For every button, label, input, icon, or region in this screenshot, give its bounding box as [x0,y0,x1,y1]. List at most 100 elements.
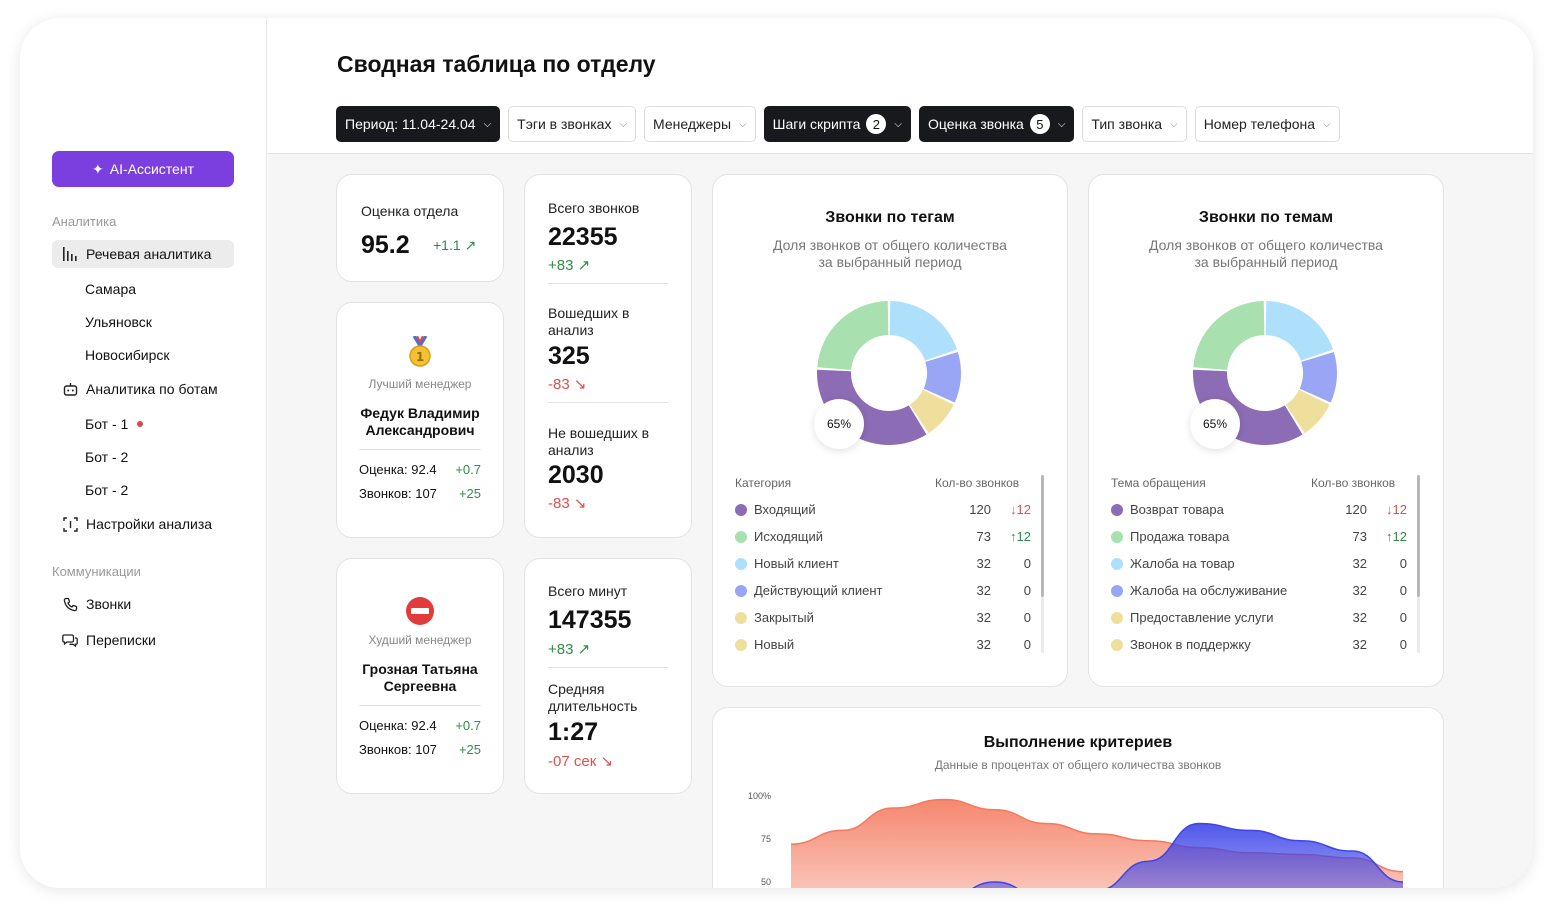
ai-assistant-label: AI-Ассистент [109,161,194,177]
donut-slice-5[interactable] [1285,389,1330,434]
legend-row[interactable]: Действующий клиент 32 0 [735,577,1031,604]
legend-count: 32 [976,556,991,571]
header-divider [267,153,1533,154]
sidebar-item-label: Речевая аналитика [86,246,212,262]
not-in-analysis-label: Не вошедших в анализ [548,425,650,458]
filter-period[interactable]: Период: 11.04-24.04 ⌵ [336,106,501,142]
sidebar-item-analysis-settings[interactable]: Настройки анализа [52,510,234,538]
sidebar-item-novosibirsk[interactable]: Новосибирск [85,347,170,363]
legend-row[interactable]: Возврат товара 120 ↓12 [1111,496,1407,523]
delta-text: +83 [548,641,574,658]
legend-name: Звонок в поддержку [1130,637,1251,652]
divider [548,402,668,403]
legend-row[interactable]: Закрытый 32 0 [735,604,1031,631]
legend-delta: 0 [1023,637,1031,652]
sidebar-item-label: Переписки [86,632,156,648]
total-minutes-delta: +83 ↗ [548,640,590,658]
delta-text: -83 [548,376,570,393]
total-minutes-value: 147355 [548,606,632,634]
svg-text:1: 1 [416,350,424,364]
notification-dot [137,421,144,427]
chevron-down-icon: ⌵ [483,118,492,130]
legend-dot [735,503,747,516]
filter-label: Номер телефона [1203,116,1316,132]
app-window: ✦ AI-Ассистент Аналитика Речевая аналити… [20,18,1533,888]
chart-subtitle: Данные в процентах от общего количества … [934,758,1222,772]
sidebar-item-bot-2b[interactable]: Бот - 2 [85,482,129,498]
legend-row[interactable]: Новый клиент 32 0 [735,550,1031,577]
legend-name: Возврат товара [1130,502,1224,517]
dept-rating-label: Оценка отдела [361,203,459,219]
sidebar-item-ulyanovsk[interactable]: Ульяновск [85,314,152,330]
filter-call-rating[interactable]: Оценка звонка 5 ⌵ [919,106,1075,142]
legend-count: 73 [1352,529,1367,544]
avg-duration-delta: -07 сек ↘ [548,752,613,770]
total-calls-label: Всего звонков [548,200,640,216]
legend-row[interactable]: Входящий 120 ↓12 [735,496,1031,523]
scrollbar-thumb[interactable] [1417,475,1420,597]
legend-dot [735,638,747,651]
worst-manager-label: Худший менеджер [368,633,472,647]
legend-name: Жалоба на обслуживание [1130,583,1288,598]
sidebar-item-calls[interactable]: Звонки [52,590,234,618]
filter-phone[interactable]: Номер телефона ⌵ [1194,106,1340,142]
chevron-down-icon: ⌵ [739,118,747,130]
sidebar-item-label: Настройки анализа [86,516,213,532]
rating-delta: +0.7 [455,718,481,733]
legend-row[interactable]: Жалоба на товар 32 0 [1111,550,1407,577]
sidebar-item-speech-analytics[interactable]: Речевая аналитика [52,240,234,268]
filter-call-type[interactable]: Тип звонка ⌵ [1082,106,1187,142]
donut-slice-3[interactable] [1265,301,1334,361]
subtitle-line: Доля звонков от общего количества [1149,237,1383,253]
rating-delta: +0.7 [455,462,481,477]
bar-chart-icon [62,246,78,262]
donut-slice-4[interactable] [1299,351,1337,403]
sidebar-item-bot-2[interactable]: Бот - 2 [85,449,129,465]
donut-slice-2[interactable] [817,301,889,370]
chart-title: Выполнение критериев [983,734,1173,751]
chevron-down-icon: ⌵ [1057,118,1066,130]
legend-name: Действующий клиент [754,583,883,598]
criteria-area-chart: 100% 75 50 [748,791,1404,888]
trend-down-icon: ↘ [573,376,587,393]
minutes-stats-card: Всего минут 147355 +83 ↗ Средняя длитель… [524,558,692,794]
chevron-down-icon: ⌵ [894,118,903,130]
legend-row[interactable]: Жалоба на обслуживание 32 0 [1111,577,1407,604]
sidebar-item-bot-1[interactable]: Бот - 1 [85,416,144,432]
sidebar-item-chats[interactable]: Переписки [52,626,234,654]
legend-row[interactable]: Исходящий 73 ↑12 [735,523,1031,550]
legend-dot [1111,557,1123,570]
legend-row[interactable]: Новый 32 0 [735,631,1031,658]
legend-dot [735,584,747,597]
legend-name: Новый [754,637,795,652]
donut-slice-2[interactable] [1193,301,1265,370]
legend-row[interactable]: Продажа товара 73 ↑12 [1111,523,1407,550]
filter-tags[interactable]: Тэги в звонках ⌵ [508,106,637,142]
total-calls-delta: +83 ↗ [548,256,590,274]
legend-count: 32 [1352,583,1367,598]
legend-row[interactable]: Предоставление услуги 32 0 [1111,604,1407,631]
area-series-2 [973,823,1403,888]
legend-count: 32 [976,610,991,625]
donut-slice-3[interactable] [889,301,958,361]
chart-title: Звонки по темам [1198,209,1334,226]
legend-delta: ↑12 [1010,529,1031,544]
sidebar-item-samara[interactable]: Самара [85,281,137,297]
filter-managers[interactable]: Менеджеры ⌵ [644,106,756,142]
donut-slice-5[interactable] [909,389,954,434]
legend-name: Исходящий [754,529,823,544]
worst-manager-card: Худший менеджер Грозная Татьяна Сергеевн… [336,558,504,794]
donut-slice-4[interactable] [923,351,961,403]
ai-assistant-button[interactable]: ✦ AI-Ассистент [52,151,234,187]
filter-count-badge: 2 [866,114,887,134]
filter-script-steps[interactable]: Шаги скрипта 2 ⌵ [763,106,912,142]
legend-delta: ↓12 [1386,502,1407,517]
legend-dot [1111,611,1123,624]
legend-count: 32 [976,583,991,598]
gold-medal-icon: 1 [337,335,503,375]
scrollbar-thumb[interactable] [1041,475,1044,597]
sparkle-icon: ✦ [92,160,104,177]
chevron-down-icon: ⌵ [1323,118,1331,130]
sidebar-item-bot-analytics[interactable]: Аналитика по ботам [52,375,234,403]
legend-row[interactable]: Звонок в поддержку 32 0 [1111,631,1407,658]
